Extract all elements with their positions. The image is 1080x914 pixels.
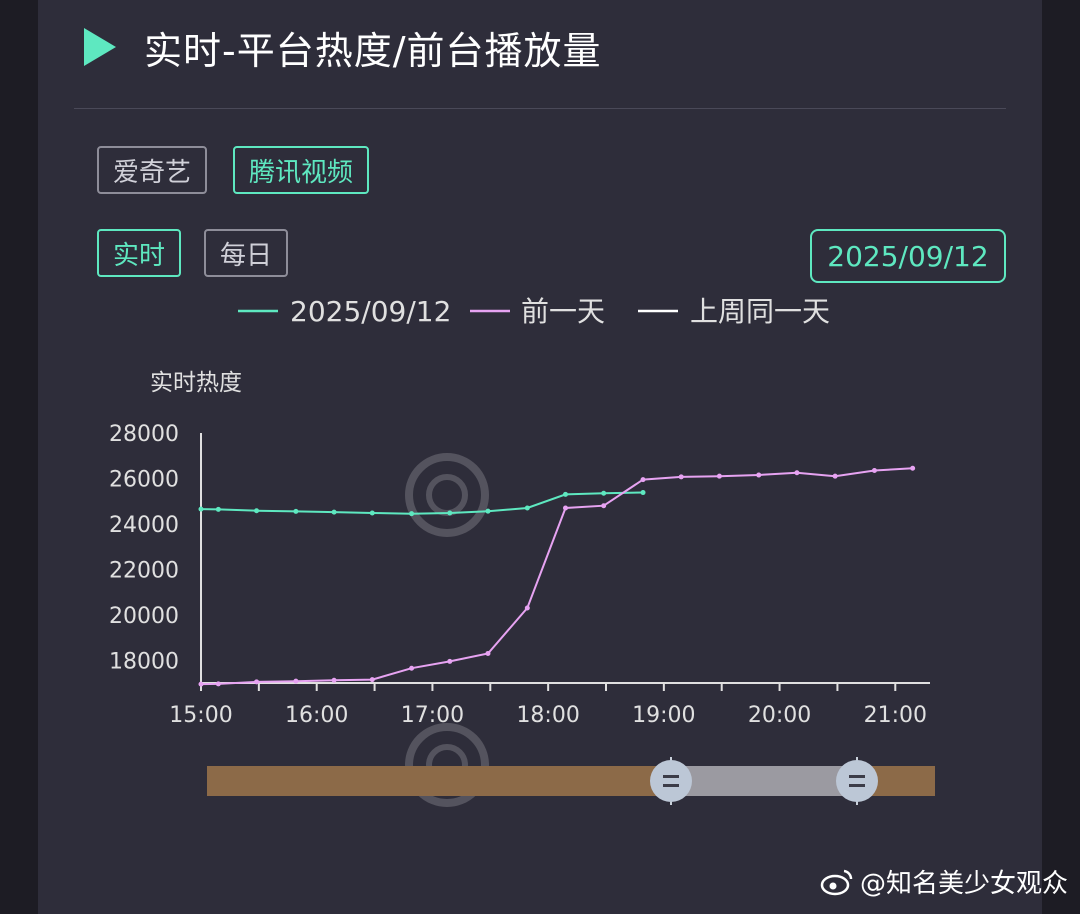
- x-tick-label: 21:00: [864, 703, 927, 728]
- data-point[interactable]: [447, 510, 453, 516]
- data-point[interactable]: [215, 506, 221, 512]
- data-point[interactable]: [910, 465, 916, 471]
- data-point[interactable]: [678, 474, 684, 480]
- data-point[interactable]: [447, 658, 453, 664]
- date-picker[interactable]: 2025/09/12: [810, 229, 1006, 283]
- x-tick-label: 20:00: [748, 703, 811, 728]
- data-point[interactable]: [369, 510, 375, 516]
- data-point[interactable]: [794, 470, 800, 476]
- series-layer: [198, 465, 916, 687]
- zoom-selected-range[interactable]: [671, 766, 857, 796]
- data-point[interactable]: [215, 681, 221, 687]
- data-point[interactable]: [485, 508, 491, 514]
- y-tick-label: 24000: [109, 513, 179, 538]
- watermark-logo: [405, 453, 489, 807]
- data-point[interactable]: [601, 490, 607, 496]
- y-tick-label: 20000: [109, 604, 179, 629]
- title-row: 实时-平台热度/前台播放量: [84, 22, 602, 73]
- zoom-handle-left[interactable]: [650, 760, 692, 802]
- y-axis-label: 实时热度: [150, 370, 242, 396]
- data-point[interactable]: [198, 681, 204, 687]
- data-point[interactable]: [293, 508, 299, 514]
- legend-label-today[interactable]: 2025/09/12: [290, 295, 451, 328]
- legend-label-last-week[interactable]: 上周同一天: [690, 295, 830, 328]
- data-point[interactable]: [601, 503, 607, 509]
- data-point[interactable]: [716, 473, 722, 479]
- data-point[interactable]: [331, 677, 337, 683]
- legend: 2025/09/12 前一天 上周同一天: [238, 295, 830, 328]
- weibo-watermark: @知名美少女观众: [820, 863, 1068, 900]
- data-point[interactable]: [871, 468, 877, 473]
- data-point[interactable]: [563, 505, 568, 511]
- series-line-1: [200, 467, 913, 686]
- y-tick-label: 18000: [109, 649, 179, 674]
- legend-label-prev-day[interactable]: 前一天: [521, 295, 605, 328]
- data-point[interactable]: [756, 472, 762, 478]
- zoom-handle-right[interactable]: [836, 760, 878, 802]
- zoom-slider[interactable]: [207, 757, 935, 805]
- data-point[interactable]: [524, 505, 530, 511]
- y-tick-label: 28000: [109, 422, 179, 447]
- data-point[interactable]: [254, 508, 260, 514]
- x-tick-label: 16:00: [285, 703, 348, 728]
- data-point[interactable]: [640, 490, 646, 496]
- data-point[interactable]: [409, 665, 415, 671]
- page-title: 实时-平台热度/前台播放量: [144, 28, 602, 73]
- play-icon: [84, 28, 116, 66]
- watermark-text: @知名美少女观众: [859, 869, 1068, 899]
- data-point[interactable]: [198, 506, 204, 512]
- y-tick-label: 22000: [109, 558, 179, 583]
- data-point[interactable]: [640, 477, 646, 483]
- axes: [200, 433, 930, 684]
- data-point[interactable]: [563, 491, 568, 497]
- tab-tencent-video[interactable]: 腾讯视频: [233, 146, 370, 194]
- data-point[interactable]: [293, 678, 299, 684]
- x-tick-label: 15:00: [169, 703, 232, 728]
- x-tick-label: 19:00: [632, 703, 695, 728]
- data-point[interactable]: [331, 509, 337, 515]
- tab-daily[interactable]: 每日: [204, 229, 289, 277]
- data-point[interactable]: [254, 679, 260, 685]
- y-tick-label: 26000: [109, 467, 179, 492]
- y-ticks: 18000 20000 22000 24000 26000 28000: [109, 422, 179, 674]
- x-ticks: 15:00 16:00 17:00 18:00 19:00 20:00 21:00: [169, 683, 927, 728]
- series-line-0: [200, 491, 644, 515]
- weibo-icon: [820, 869, 853, 895]
- data-point[interactable]: [524, 605, 530, 611]
- divider: [74, 108, 1006, 109]
- tab-realtime[interactable]: 实时: [97, 229, 182, 277]
- data-point[interactable]: [485, 650, 491, 656]
- data-point[interactable]: [409, 511, 415, 517]
- x-tick-label: 17:00: [401, 703, 464, 728]
- data-point[interactable]: [369, 677, 375, 683]
- data-point[interactable]: [832, 473, 838, 479]
- x-tick-label: 18:00: [516, 703, 579, 728]
- tab-iqiyi[interactable]: 爱奇艺: [97, 146, 208, 194]
